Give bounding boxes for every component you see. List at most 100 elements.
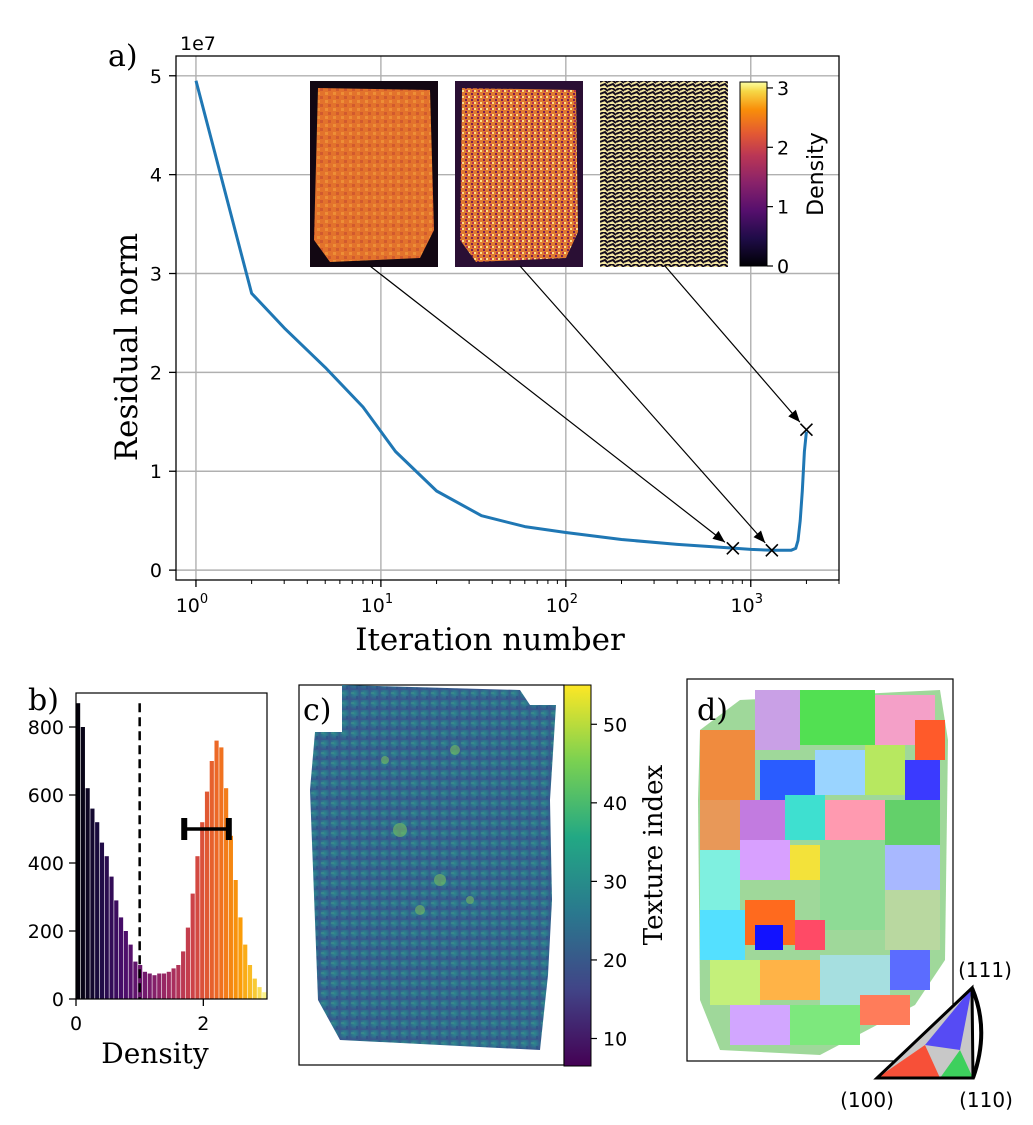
iteration-marker <box>726 541 740 555</box>
colorbar-tick-label: 3 <box>777 78 789 100</box>
histogram-bar <box>142 971 148 999</box>
panel-c: 10 20 30 40 50 Texture index c) <box>298 684 669 1067</box>
panel-b-histogram <box>76 703 267 999</box>
histogram-bar <box>195 856 200 999</box>
colorbar-tick-label: 1 <box>777 197 789 219</box>
histogram-bar <box>161 973 167 999</box>
panel-b-ticks: 0 2 0 200 400 600 800 <box>28 717 210 1035</box>
x-tick-exponent: 3 <box>755 592 763 607</box>
histogram-bar <box>152 975 157 999</box>
panel-a-arrows <box>369 265 801 544</box>
inset-arrow <box>369 265 726 543</box>
colorbar-tick-label: 2 <box>777 137 789 159</box>
panel-a-ylabel: Residual norm <box>109 233 145 461</box>
histogram-bar <box>200 822 205 999</box>
histogram-bar <box>252 978 257 999</box>
histogram-bar <box>243 944 248 999</box>
x-tick-exponent: 0 <box>200 592 208 607</box>
colorbar-tick-label: 0 <box>777 256 789 278</box>
inset-density-map-3 <box>600 81 728 267</box>
ipf-color-key: (111) (100) (110) <box>840 958 1013 1112</box>
histogram-bar <box>233 880 238 999</box>
histogram-bar <box>114 900 119 999</box>
inset-density-map-2 <box>455 81 583 267</box>
y-tick-label: 5 <box>150 66 162 88</box>
histogram-bar <box>95 822 100 999</box>
x-tick-exponent: 1 <box>385 592 393 607</box>
histogram-bar <box>204 791 210 999</box>
y-tick-label: 0 <box>150 560 162 582</box>
texture-hotspots <box>381 745 474 915</box>
histogram-bar <box>128 944 133 999</box>
inset-arrow <box>664 265 801 423</box>
histogram-bar <box>104 856 109 999</box>
panel-c-label: c) <box>303 693 332 728</box>
histogram-bar <box>171 968 176 999</box>
histogram-bar <box>133 961 138 999</box>
y-tick-label: 0 <box>52 989 64 1011</box>
x-tick-label: 0 <box>70 1013 82 1035</box>
colorbar-tick-label: 10 <box>603 1029 627 1051</box>
histogram-bar <box>76 703 81 999</box>
colorbar-tick-label: 50 <box>603 714 627 736</box>
panel-a-y-multiplier: 1e7 <box>180 33 216 55</box>
inset-density-map-1 <box>310 81 438 267</box>
panel-b-label: b) <box>28 683 59 718</box>
histogram-bar <box>219 747 224 999</box>
histogram-bar <box>80 727 85 999</box>
y-tick-label: 800 <box>28 717 64 739</box>
inset-arrowhead <box>753 530 766 543</box>
ipf-label-111: (111) <box>958 958 1012 982</box>
colorbar-tick-label: 30 <box>603 871 627 893</box>
inset-density-colorbar: 0 1 2 3 Density <box>739 78 829 278</box>
panel-b-overlays <box>138 703 232 999</box>
histogram-bar <box>214 740 219 999</box>
histogram-bar <box>147 973 152 999</box>
y-tick-label: 4 <box>150 165 162 187</box>
x-tick-label: 102 <box>546 592 578 617</box>
y-tick-label: 600 <box>28 785 64 807</box>
histogram-bar <box>262 992 267 999</box>
iteration-marker <box>765 543 779 557</box>
panel-b: 0 2 0 200 400 600 800 b) Density <box>28 683 268 1070</box>
texture-index-map <box>310 685 556 1050</box>
histogram-bar <box>209 761 214 999</box>
histogram-bar <box>228 835 233 999</box>
inset-arrowhead <box>788 409 800 423</box>
inset-colorbar-label: Density <box>804 132 829 216</box>
histogram-bar <box>85 788 90 999</box>
panel-a-xlabel: Iteration number <box>355 622 625 658</box>
texture-colorbar-label: Texture index <box>639 764 669 945</box>
histogram-bar <box>109 876 114 999</box>
ipf-label-110: (110) <box>959 1088 1013 1112</box>
orientation-map <box>698 690 948 1055</box>
histogram-bar <box>166 971 171 999</box>
x-tick-label: 2 <box>197 1013 209 1035</box>
panel-b-frame <box>75 692 268 1000</box>
x-tick-label: 103 <box>731 592 763 617</box>
y-tick-label: 3 <box>150 264 162 286</box>
histogram-bar <box>181 951 186 999</box>
histogram-bar <box>247 965 253 999</box>
histogram-bar <box>138 965 143 999</box>
panel-a-frame <box>175 55 840 581</box>
panel-d: d) (111) (100) (110) <box>686 678 1013 1112</box>
texture-colorbar <box>563 684 592 1067</box>
ipf-label-100: (100) <box>840 1088 894 1112</box>
histogram-bar <box>224 788 229 999</box>
texture-colorbar-ticks: 10 20 30 40 50 <box>591 714 627 1051</box>
histogram-bar <box>99 842 105 999</box>
panel-d-label: d) <box>697 693 728 728</box>
histogram-bar <box>118 917 124 999</box>
histogram-bar <box>238 917 243 999</box>
y-tick-label: 200 <box>28 921 64 943</box>
histogram-bar <box>257 987 262 999</box>
x-tick-label: 100 <box>176 592 208 617</box>
x-tick-exponent: 2 <box>570 592 578 607</box>
residual-norm-line <box>194 80 808 552</box>
histogram-bar <box>190 893 195 999</box>
x-tick-label: 101 <box>361 592 393 617</box>
histogram-bar <box>157 973 162 999</box>
